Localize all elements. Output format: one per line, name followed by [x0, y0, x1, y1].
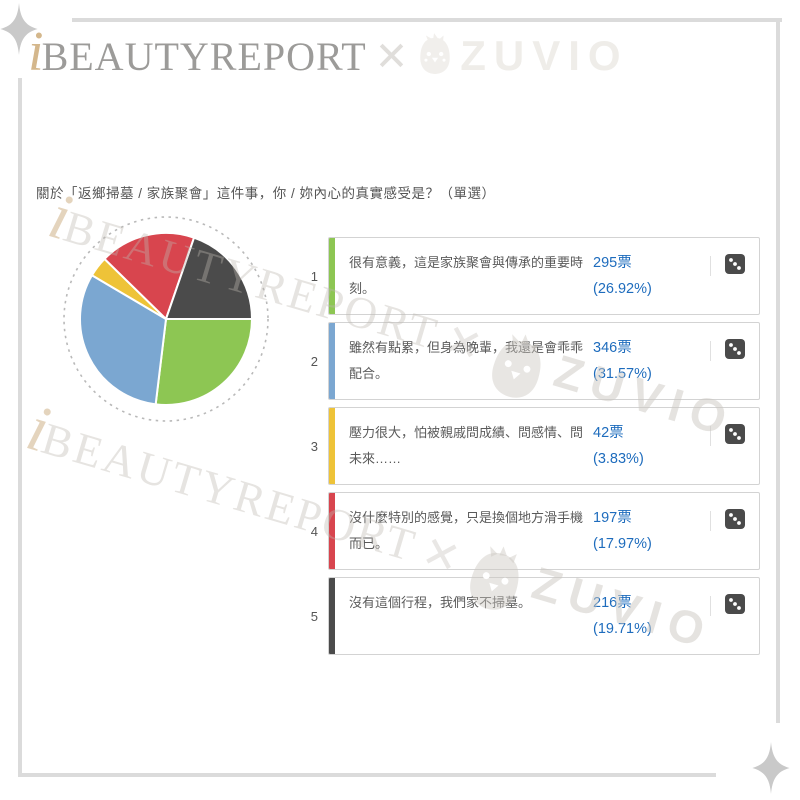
vote-count: 295票	[593, 255, 632, 271]
zuvio-chick-icon	[416, 32, 454, 80]
vote-percent: (19.71%)	[593, 621, 652, 637]
option-text: 雖然有點累，但身為晚輩，我還是會乖乖配合。	[349, 340, 584, 381]
vertical-divider	[710, 596, 711, 616]
frame-line-left	[18, 78, 22, 777]
option-color-bar	[329, 408, 335, 484]
option-color-bar	[329, 493, 335, 569]
vertical-divider	[710, 256, 711, 276]
option-votes: 42票 (3.83%)	[593, 420, 710, 472]
brand-logo: i BEAUTYREPORT ✕ ZUVIO	[28, 21, 629, 83]
vote-percent: (26.92%)	[593, 281, 652, 297]
option-number: 1	[310, 268, 318, 284]
partner-name: ZUVIO	[460, 32, 629, 79]
frame-line-top	[72, 18, 782, 22]
vote-count: 42票	[593, 425, 624, 441]
option-text: 很有意義，這是家族聚會與傳承的重要時刻。	[349, 255, 584, 296]
brand-name: BEAUTYREPORT	[41, 34, 367, 79]
dice-icon[interactable]	[725, 339, 745, 364]
sparkle-icon	[0, 3, 38, 55]
option-number: 3	[310, 438, 318, 454]
pie-slice[interactable]	[154, 318, 253, 406]
question-title: 關於「返鄉掃墓 / 家族聚會」這件事，你 / 妳內心的真實感受是？（單選）	[36, 186, 496, 201]
option-row: 2 雖然有點累，但身為晚輩，我還是會乖乖配合。 346票 (31.57%)	[0, 322, 800, 400]
collab-x-icon: ✕	[374, 35, 409, 79]
option-text: 沒有這個行程，我們家不掃墓。	[349, 595, 532, 610]
dice-icon[interactable]	[725, 594, 745, 619]
option-votes: 197票 (17.97%)	[593, 505, 710, 557]
pie-slice[interactable]	[165, 236, 253, 320]
sparkle-icon	[752, 742, 790, 794]
vote-count: 197票	[593, 510, 632, 526]
option-votes: 295票 (26.92%)	[593, 250, 710, 302]
frame-line-right	[776, 18, 780, 723]
option-card: 壓力很大，怕被親戚問成績、問感情、問未來…… 42票 (3.83%)	[328, 407, 760, 485]
vertical-divider	[710, 341, 711, 361]
dice-icon[interactable]	[725, 424, 745, 449]
pie-slice[interactable]	[103, 232, 196, 320]
option-card: 很有意義，這是家族聚會與傳承的重要時刻。 295票 (26.92%)	[328, 237, 760, 315]
option-votes: 216票 (19.71%)	[593, 590, 710, 642]
brand-i: i	[28, 21, 44, 83]
option-color-bar	[329, 238, 335, 314]
vote-count: 346票	[593, 340, 632, 356]
option-card: 雖然有點累，但身為晚輩，我還是會乖乖配合。 346票 (31.57%)	[328, 322, 760, 400]
vertical-divider	[710, 426, 711, 446]
vote-percent: (31.57%)	[593, 366, 652, 382]
option-card: 沒什麼特別的感覺，只是換個地方滑手機而已。 197票 (17.97%)	[328, 492, 760, 570]
option-row: 4 沒什麼特別的感覺，只是換個地方滑手機而已。 197票 (17.97%)	[0, 492, 800, 570]
vote-percent: (3.83%)	[593, 451, 644, 467]
option-number: 5	[310, 608, 318, 624]
frame-line-bottom	[18, 773, 716, 777]
option-number: 4	[310, 523, 318, 539]
vote-count: 216票	[593, 595, 632, 611]
pie-dotted-ring	[63, 216, 269, 422]
dice-icon[interactable]	[725, 509, 745, 534]
vote-percent: (17.97%)	[593, 536, 652, 552]
option-color-bar	[329, 323, 335, 399]
option-row: 5 沒有這個行程，我們家不掃墓。 216票 (19.71%)	[0, 577, 800, 655]
option-text: 壓力很大，怕被親戚問成績、問感情、問未來……	[349, 425, 584, 466]
pie-chart	[54, 206, 278, 430]
option-color-bar	[329, 578, 335, 654]
pie-slice[interactable]	[79, 274, 167, 406]
option-text: 沒什麼特別的感覺，只是換個地方滑手機而已。	[349, 510, 584, 551]
vertical-divider	[710, 511, 711, 531]
option-row: 3 壓力很大，怕被親戚問成績、問感情、問未來…… 42票 (3.83%)	[0, 407, 800, 485]
option-row: 1 很有意義，這是家族聚會與傳承的重要時刻。 295票 (26.92%)	[0, 237, 800, 315]
option-number: 2	[310, 353, 318, 369]
option-card: 沒有這個行程，我們家不掃墓。 216票 (19.71%)	[328, 577, 760, 655]
dice-icon[interactable]	[725, 254, 745, 279]
option-votes: 346票 (31.57%)	[593, 335, 710, 387]
